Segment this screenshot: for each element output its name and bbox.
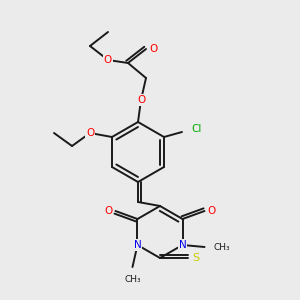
Text: CH₃: CH₃ xyxy=(124,275,141,284)
Text: O: O xyxy=(104,55,112,65)
Text: O: O xyxy=(207,206,216,216)
Text: N: N xyxy=(178,240,186,250)
Text: O: O xyxy=(137,95,145,105)
Text: CH₃: CH₃ xyxy=(214,242,230,251)
Text: S: S xyxy=(192,253,200,263)
Text: O: O xyxy=(149,44,157,54)
Text: N: N xyxy=(134,240,141,250)
Text: Cl: Cl xyxy=(192,124,202,134)
Text: O: O xyxy=(104,206,112,216)
Text: O: O xyxy=(86,128,94,138)
